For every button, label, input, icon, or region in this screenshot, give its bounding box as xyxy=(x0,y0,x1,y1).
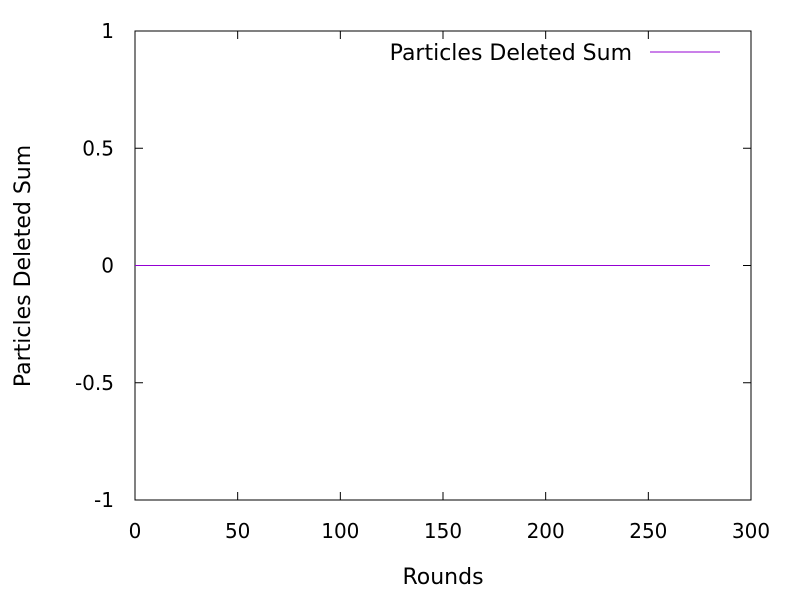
x-axis-ticks: 0 50 100 150 200 250 300 xyxy=(129,31,770,543)
x-tick-label: 0 xyxy=(129,519,142,543)
y-tick-label: 0 xyxy=(101,254,114,278)
x-tick-label: 300 xyxy=(732,519,770,543)
legend: Particles Deleted Sum xyxy=(390,41,720,66)
x-tick-label: 200 xyxy=(527,519,565,543)
x-tick-label: 150 xyxy=(424,519,462,543)
y-tick-label: -1 xyxy=(94,488,114,512)
legend-label: Particles Deleted Sum xyxy=(390,41,632,66)
x-tick-label: 100 xyxy=(321,519,359,543)
y-tick-label: 1 xyxy=(101,19,114,43)
x-tick-label: 50 xyxy=(225,519,250,543)
y-tick-label: -0.5 xyxy=(75,371,114,395)
y-axis-ticks: -1 -0.5 0 0.5 1 xyxy=(75,19,751,512)
y-axis-title: Particles Deleted Sum xyxy=(11,145,36,387)
x-axis-title: Rounds xyxy=(402,565,483,590)
x-tick-label: 250 xyxy=(629,519,667,543)
y-tick-label: 0.5 xyxy=(82,136,114,160)
